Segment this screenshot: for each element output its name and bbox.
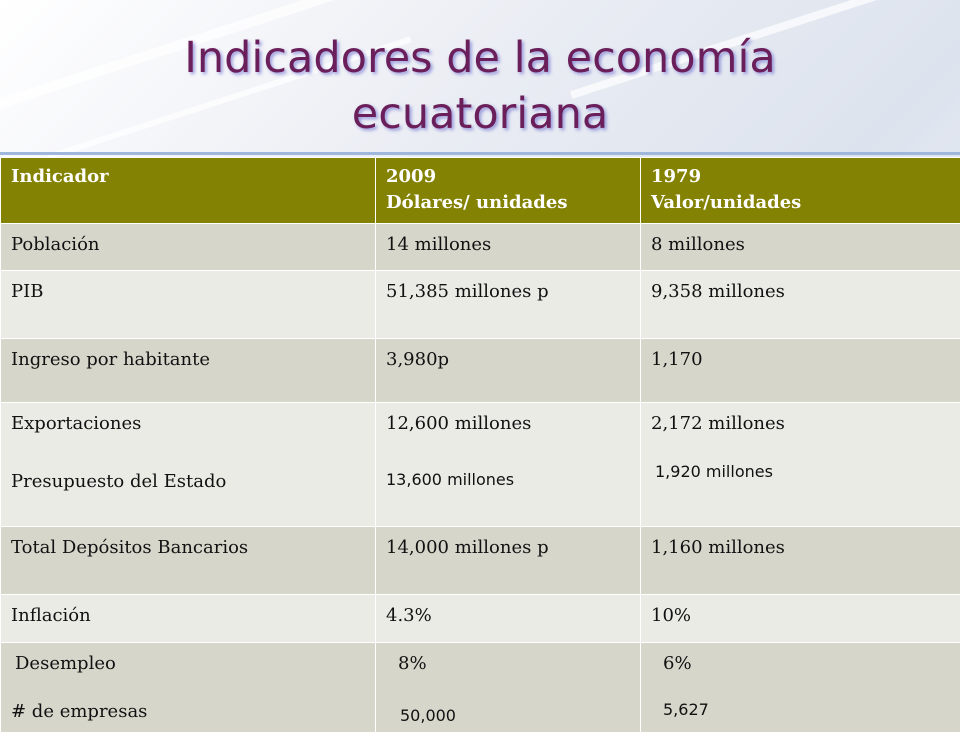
cell-indicator: Ingreso por habitante — [1, 339, 376, 403]
cell-1979: 8 millones — [641, 224, 960, 271]
title-line-1: Indicadores de la economía — [0, 30, 960, 86]
cell-1979: 6% 5,627 — [641, 643, 960, 733]
cell-presupuesto-2009: 13,600 millones — [386, 467, 630, 493]
header-2009-year: 2009 — [386, 164, 630, 190]
cell-empresas-2009: 50,000 — [386, 703, 630, 729]
cell-1979: 2,172 millones 1,920 millones — [641, 403, 960, 527]
title-line-2: ecuatoriana — [0, 86, 960, 142]
header-2009: 2009 Dólares/ unidades — [376, 158, 641, 224]
cell-2009: 14,000 millones p — [376, 527, 641, 595]
cell-2009: 14 millones — [376, 224, 641, 271]
cell-2009: 3,980p — [376, 339, 641, 403]
cell-empresas: # de empresas — [11, 699, 365, 725]
cell-desempleo-2009: 8% — [386, 651, 630, 677]
table-row: PIB 51,385 millones p 9,358 millones — [1, 271, 960, 339]
cell-indicator: Desempleo # de empresas — [1, 643, 376, 733]
cell-desempleo-1979: 6% — [651, 651, 950, 677]
cell-1979: 1,170 — [641, 339, 960, 403]
cell-2009: 4.3% — [376, 595, 641, 643]
cell-indicator: Inflación — [1, 595, 376, 643]
cell-indicator: Exportaciones Presupuesto del Estado — [1, 403, 376, 527]
cell-indicator: PIB — [1, 271, 376, 339]
cell-indicator: Total Depósitos Bancarios — [1, 527, 376, 595]
cell-exportaciones-1979: 2,172 millones — [651, 411, 950, 437]
header-1979-units: Valor/unidades — [651, 190, 950, 216]
header-1979-year: 1979 — [651, 164, 950, 190]
table-row: Total Depósitos Bancarios 14,000 millone… — [1, 527, 960, 595]
cell-2009: 8% 50,000 — [376, 643, 641, 733]
page-title: Indicadores de la economía ecuatoriana — [0, 30, 960, 142]
cell-empresas-1979: 5,627 — [651, 697, 950, 723]
cell-presupuesto: Presupuesto del Estado — [11, 469, 365, 495]
header-2009-units: Dólares/ unidades — [386, 190, 630, 216]
cell-2009: 12,600 millones 13,600 millones — [376, 403, 641, 527]
header-indicator: Indicador — [1, 158, 376, 224]
header-1979: 1979 Valor/unidades — [641, 158, 960, 224]
cell-1979: 10% — [641, 595, 960, 643]
indicators-table: Indicador 2009 Dólares/ unidades 1979 Va… — [0, 157, 960, 733]
cell-2009: 51,385 millones p — [376, 271, 641, 339]
title-divider — [0, 152, 960, 155]
table-row: Exportaciones Presupuesto del Estado 12,… — [1, 403, 960, 527]
cell-exportaciones: Exportaciones — [11, 411, 365, 437]
cell-1979: 1,160 millones — [641, 527, 960, 595]
table-row: Población 14 millones 8 millones — [1, 224, 960, 271]
cell-desempleo: Desempleo — [11, 651, 365, 677]
cell-presupuesto-1979: 1,920 millones — [651, 459, 950, 485]
table-row: Desempleo # de empresas 8% 50,000 6% 5,6… — [1, 643, 960, 733]
cell-exportaciones-2009: 12,600 millones — [386, 411, 630, 437]
header-row: Indicador 2009 Dólares/ unidades 1979 Va… — [1, 158, 960, 224]
table-row: Inflación 4.3% 10% — [1, 595, 960, 643]
table-row: Ingreso por habitante 3,980p 1,170 — [1, 339, 960, 403]
cell-indicator: Población — [1, 224, 376, 271]
cell-1979: 9,358 millones — [641, 271, 960, 339]
